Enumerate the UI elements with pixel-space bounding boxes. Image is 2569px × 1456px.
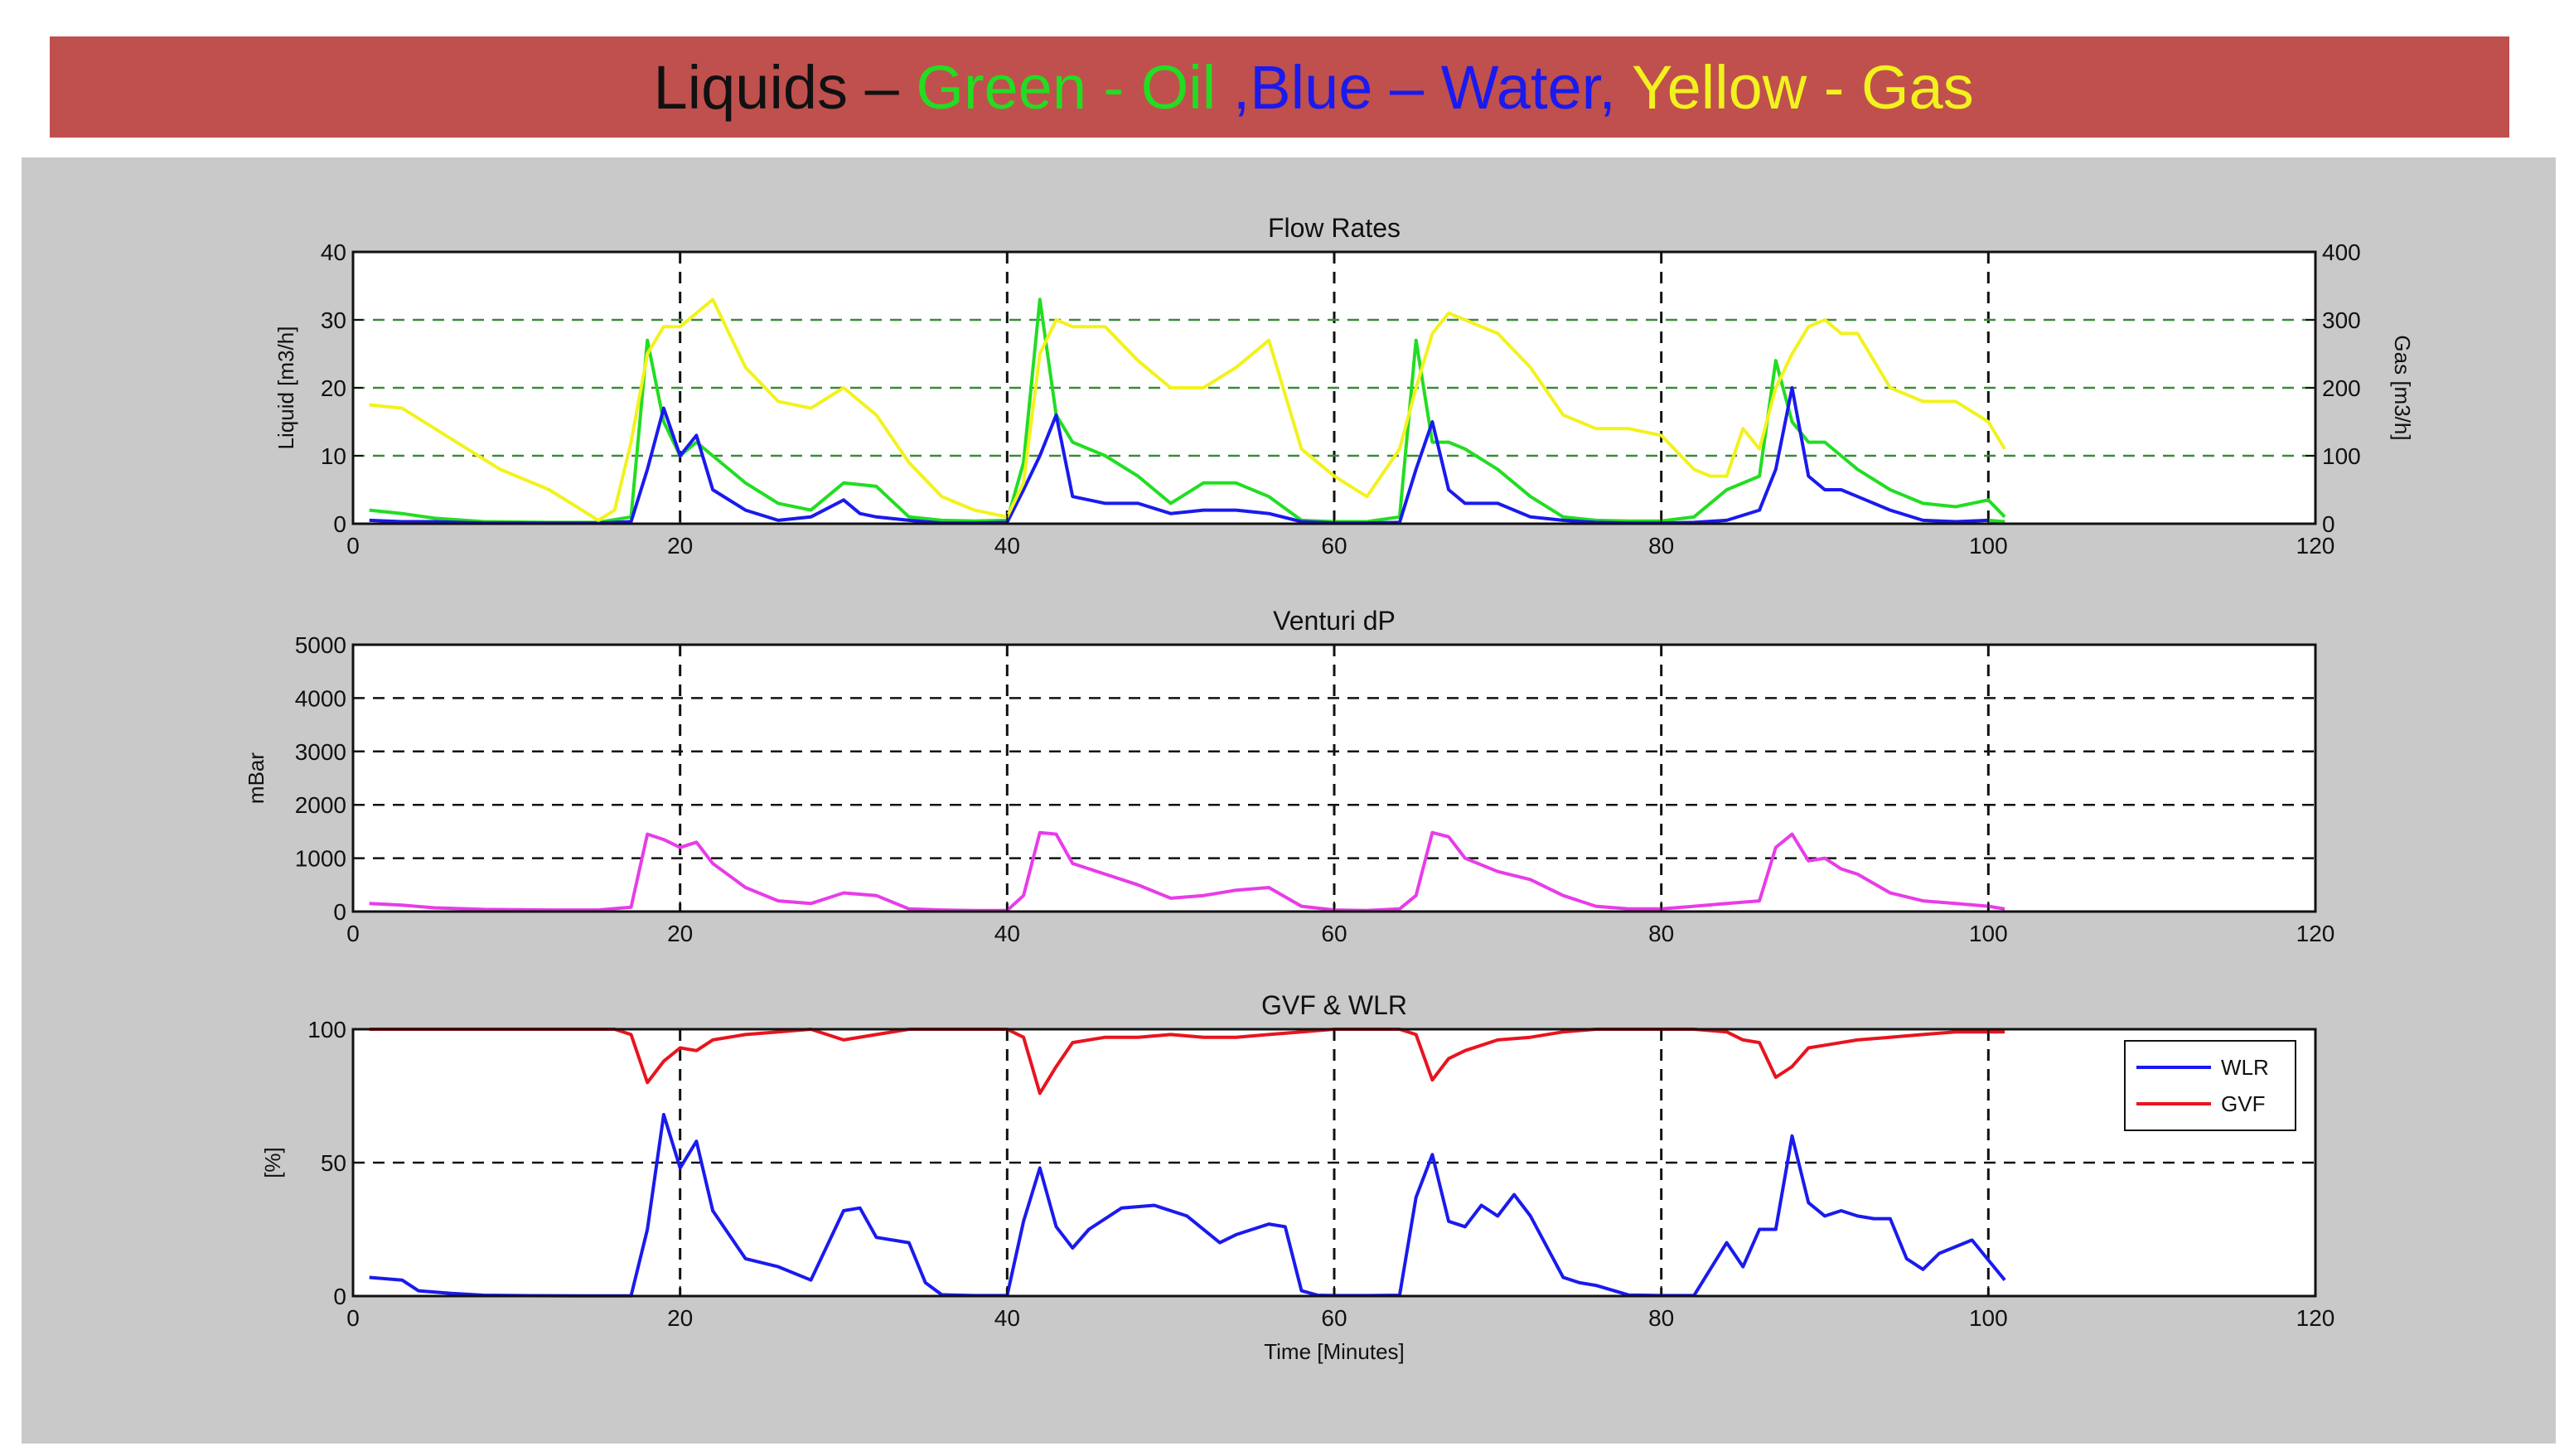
x-tick-label: 20: [667, 921, 693, 946]
y-tick-label: 40: [321, 239, 346, 265]
title-banner: Liquids – Green - Oil ,Blue – Water, Yel…: [50, 36, 2509, 138]
x-axis-label: Time [Minutes]: [1264, 1339, 1405, 1364]
series-line-1: [369, 297, 2006, 525]
x-tick-label: 100: [1969, 921, 2008, 946]
x-tick-label: 20: [667, 533, 693, 559]
x-tick-label: 60: [1321, 533, 1347, 559]
y2-tick-label: 200: [2322, 375, 2361, 401]
y2-tick-label: 400: [2322, 239, 2361, 265]
y-tick-label: 30: [321, 307, 346, 333]
y-tick-label: 50: [321, 1150, 346, 1176]
banner-part-oil: Green - Oil: [916, 52, 1233, 122]
y2-tick-label: 100: [2322, 443, 2361, 469]
x-tick-label: 20: [667, 1305, 693, 1331]
y-axis-label: mBar: [244, 752, 269, 804]
banner-part-gas: Yellow - Gas: [1632, 52, 1974, 122]
x-tick-label: 0: [346, 921, 360, 946]
y-tick-label: 0: [333, 899, 346, 925]
chart-title: GVF & WLR: [1261, 990, 1407, 1020]
x-tick-label: 120: [2296, 921, 2335, 946]
y-tick-label: 1000: [295, 846, 346, 872]
y-tick-label: 10: [321, 443, 346, 469]
y-tick-label: 0: [333, 511, 346, 537]
banner-part-water: ,Blue – Water,: [1232, 52, 1633, 122]
series-line-1: [369, 830, 2005, 912]
figure-panel: 0 20 40 60 80 100 120 0 10 20 30 40 0 100 200 300 400 Flo…: [22, 157, 2556, 1444]
series-line-4: [1988, 518, 2005, 524]
x-tick-label: 80: [1648, 921, 1674, 946]
chart-3: [351, 1028, 2317, 1298]
y-tick-label: 4000: [295, 685, 346, 711]
y2-tick-label: 300: [2322, 307, 2361, 333]
y-tick-label: 5000: [295, 632, 346, 658]
x-tick-label: 100: [1969, 1305, 2008, 1331]
y-tick-label: 3000: [295, 739, 346, 765]
y2-tick-label: 0: [2322, 511, 2335, 537]
legend-box: [2124, 1040, 2296, 1131]
banner-title: Liquids – Green - Oil ,Blue – Water, Yel…: [585, 0, 1974, 193]
banner-part-liquids: Liquids –: [653, 52, 917, 122]
charts-svg: 0 20 40 60 80 100 1200102030400100200300400Flo…: [244, 213, 2415, 1364]
chart-2: [351, 643, 2317, 913]
x-tick-label: 80: [1648, 533, 1674, 559]
x-tick-label: 80: [1648, 1305, 1674, 1331]
x-tick-label: 60: [1321, 921, 1347, 946]
x-tick-label: 120: [2296, 1305, 2335, 1331]
x-tick-label: 0: [346, 533, 360, 559]
y-tick-label: 0: [333, 1284, 346, 1309]
y-axis-label: [%]: [260, 1147, 285, 1178]
x-tick-label: 40: [994, 533, 1020, 559]
series-line-gvf: [369, 1028, 2005, 1096]
series-line-3: [369, 297, 2006, 522]
legend-label-wlr: WLR: [2221, 1055, 2269, 1080]
legend-label-gvf: GVF: [2221, 1091, 2265, 1116]
x-tick-label: 0: [346, 1305, 360, 1331]
x-tick-label: 40: [994, 921, 1020, 946]
y-tick-label: 100: [307, 1017, 346, 1042]
y-tick-label: 2000: [295, 792, 346, 818]
chart-1: [351, 250, 2317, 525]
series-line-wlr: [369, 1113, 2006, 1298]
x-tick-label: 100: [1969, 533, 2008, 559]
chart-title: Flow Rates: [1268, 213, 1401, 243]
y2-axis-label: Gas [m3/h]: [2390, 335, 2415, 440]
series-line-2: [369, 386, 2005, 525]
x-tick-label: 120: [2296, 533, 2335, 559]
y-tick-label: 20: [321, 375, 346, 401]
x-tick-label: 60: [1321, 1305, 1347, 1331]
x-tick-label: 40: [994, 1305, 1020, 1331]
y-axis-label: Liquid [m3/h]: [273, 327, 298, 450]
chart-title: Venturi dP: [1273, 606, 1396, 636]
